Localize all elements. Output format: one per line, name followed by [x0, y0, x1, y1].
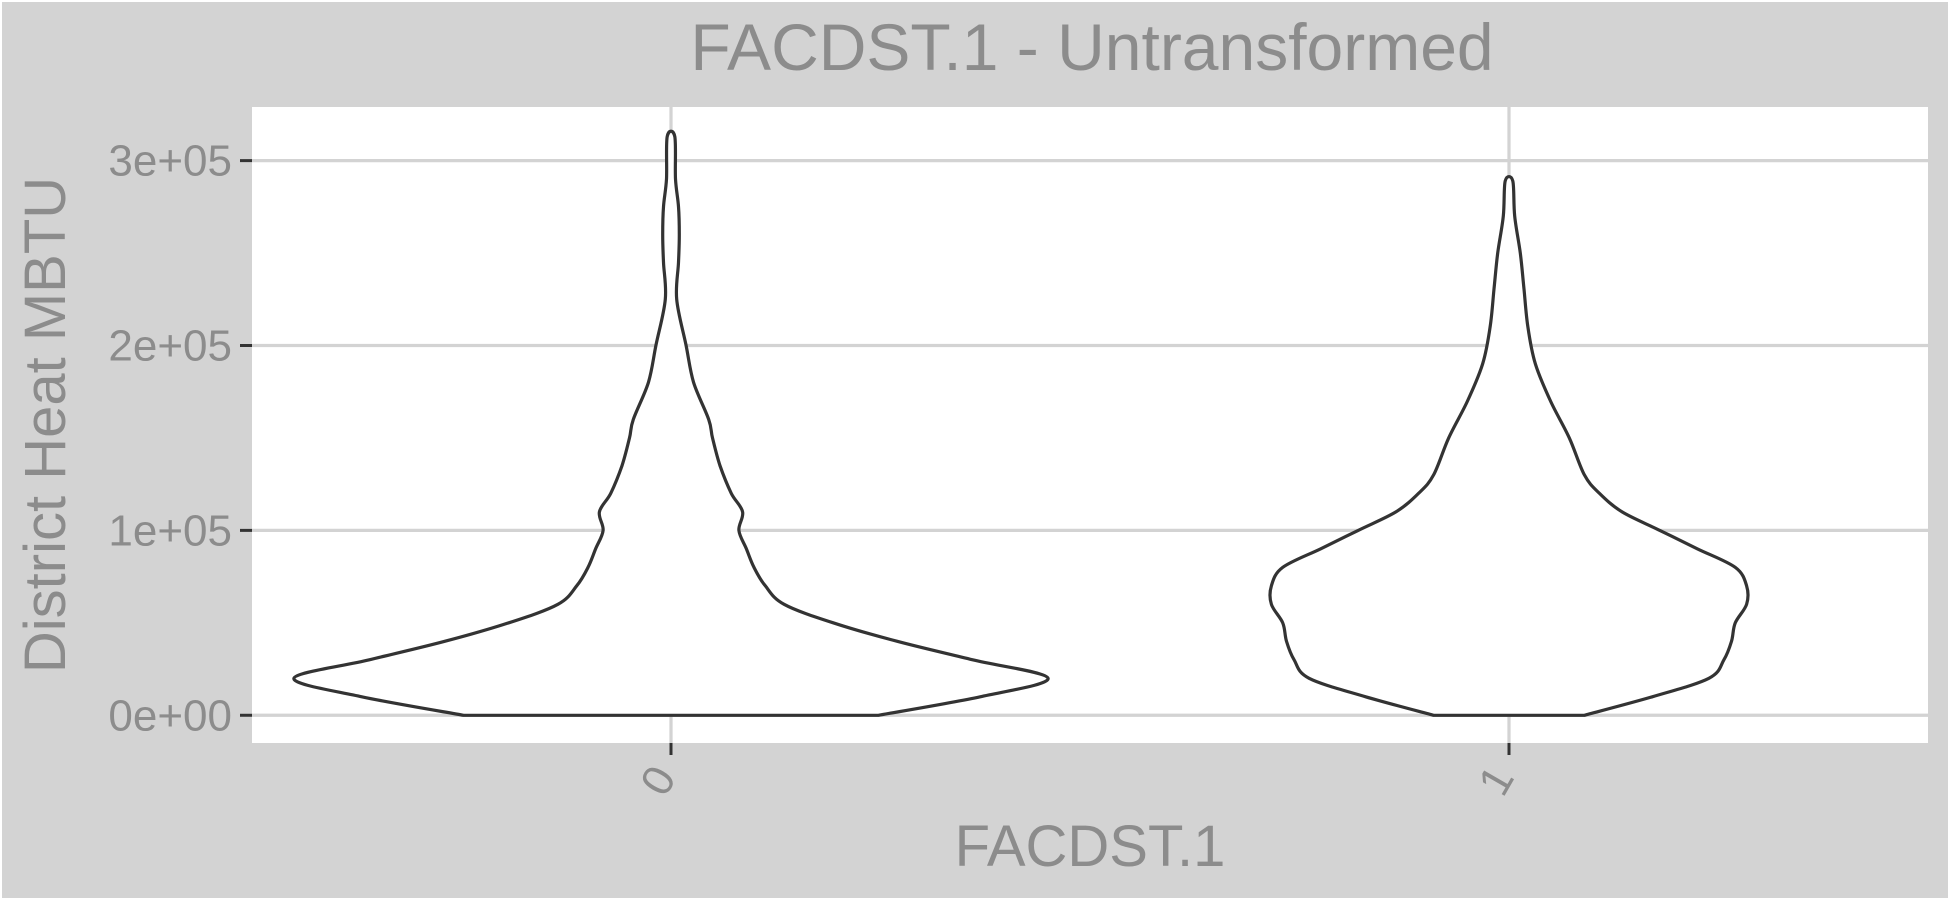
y-axis-title: District Heat MBTU: [13, 177, 78, 673]
y-tick-label: 3e+05: [108, 137, 232, 186]
y-axis: 0e+00 1e+05 2e+05 3e+05: [108, 137, 252, 740]
chart-title: FACDST.1 - Untransformed: [690, 10, 1493, 84]
violins: [292, 129, 1750, 717]
x-axis-title: FACDST.1: [955, 814, 1226, 879]
x-tick-label: 1: [1469, 758, 1524, 804]
y-tick-label: 1e+05: [108, 506, 232, 555]
y-tick-label: 2e+05: [108, 322, 232, 371]
violin-0: [292, 129, 1050, 717]
x-tick-label: 0: [631, 758, 686, 804]
y-tick-label: 0e+00: [108, 691, 232, 740]
violin-1: [1268, 175, 1750, 717]
